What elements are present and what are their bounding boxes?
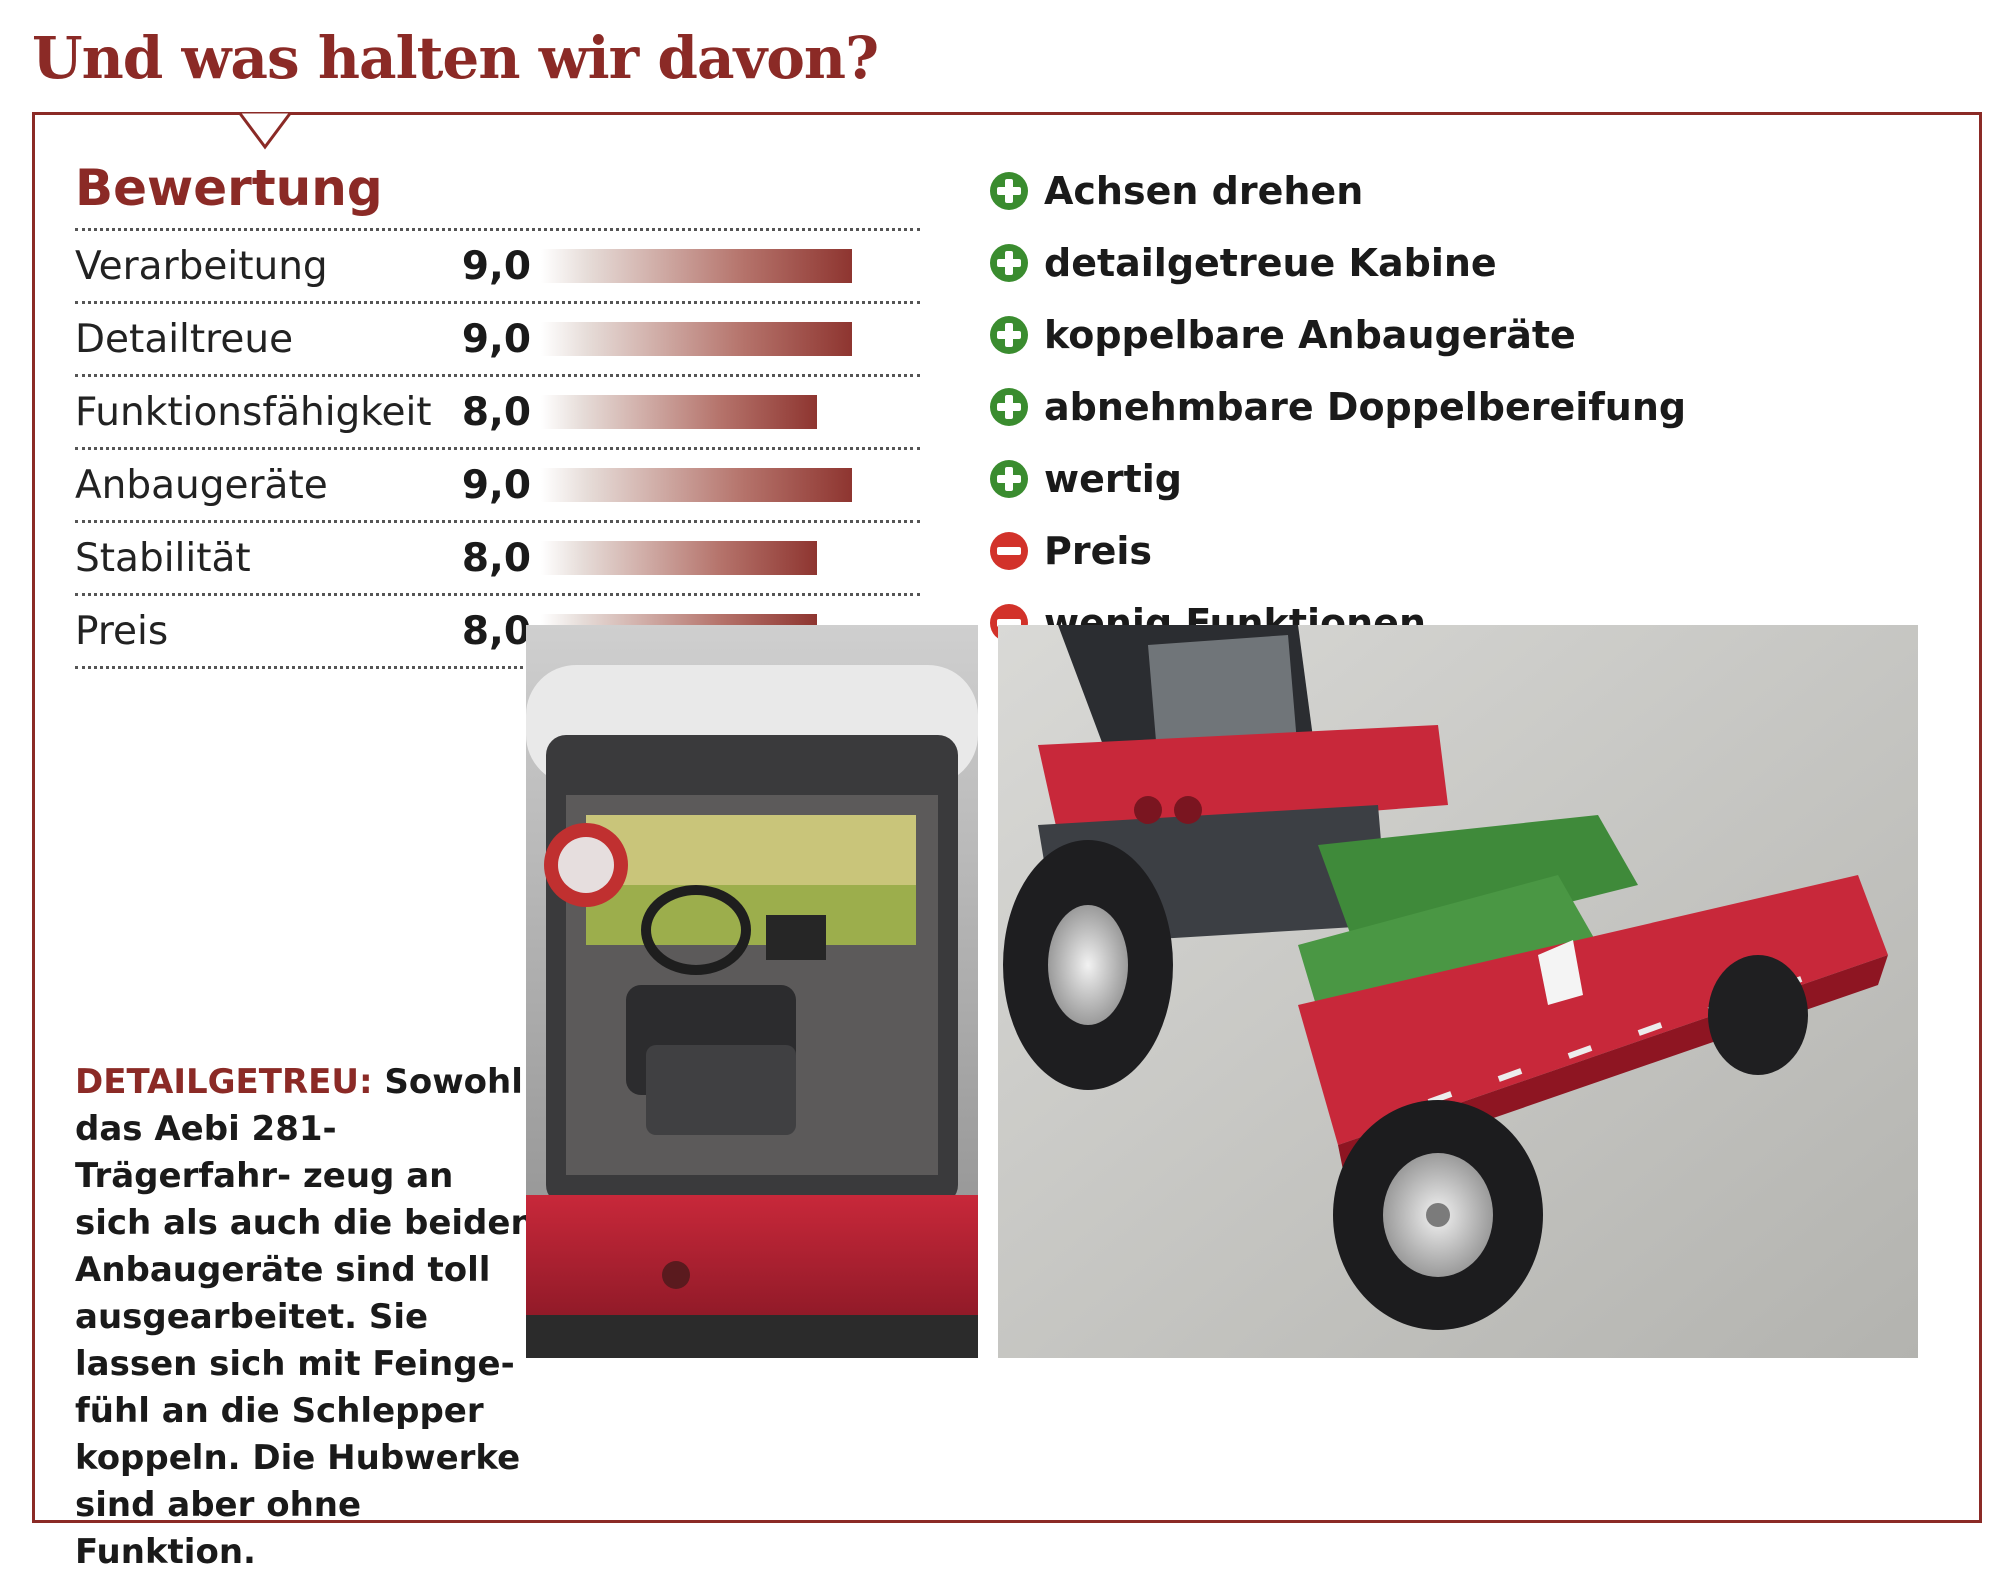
- plus-icon: [990, 388, 1028, 426]
- rating-value: 8,0: [461, 608, 531, 654]
- rating-label: Detailtreue: [75, 316, 294, 362]
- pro-item: Achsen drehen: [990, 155, 1686, 227]
- rating-bar-track: [541, 322, 886, 356]
- rating-title: Bewertung: [75, 159, 383, 217]
- rating-row: Anbaugeräte 9,0: [75, 450, 920, 523]
- plus-icon: [990, 172, 1028, 210]
- pro-item: koppelbare Anbaugeräte: [990, 299, 1686, 371]
- review-box: Bewertung Verarbeitung 9,0 Detailtreue 9…: [32, 112, 1982, 1572]
- caption-body: Sowohl das Aebi 281-Trägerfahr- zeug an …: [75, 1062, 535, 1572]
- rating-value: 8,0: [461, 389, 531, 435]
- con-item: Preis: [990, 515, 1686, 587]
- pro-text: Achsen drehen: [1044, 169, 1364, 213]
- minus-icon: [990, 532, 1028, 570]
- pro-item: abnehmbare Doppelbereifung: [990, 371, 1686, 443]
- rating-bar-track: [541, 395, 886, 429]
- rating-row: Verarbeitung 9,0: [75, 231, 920, 304]
- plus-icon: [990, 460, 1028, 498]
- headline: Und was halten wir davon?: [32, 24, 879, 92]
- plus-icon: [990, 316, 1028, 354]
- rating-bar-track: [541, 468, 886, 502]
- rating-bar: [541, 249, 852, 283]
- plus-icon: [990, 244, 1028, 282]
- rating-table: Verarbeitung 9,0 Detailtreue 9,0 Funktio…: [75, 228, 920, 669]
- pros-cons-list: Achsen drehen detailgetreue Kabine koppe…: [990, 155, 1686, 659]
- rating-label: Anbaugeräte: [75, 462, 328, 508]
- rating-label: Verarbeitung: [75, 243, 328, 289]
- pro-item: detailgetreue Kabine: [990, 227, 1686, 299]
- rating-value: 9,0: [461, 243, 531, 289]
- pro-text: koppelbare Anbaugeräte: [1044, 313, 1576, 357]
- rating-bar: [541, 541, 817, 575]
- rating-label: Funktionsfähigkeit: [75, 389, 432, 435]
- mower-photo: [998, 625, 1918, 1358]
- rating-bar-track: [541, 249, 886, 283]
- pro-text: abnehmbare Doppelbereifung: [1044, 385, 1687, 429]
- rating-label: Stabilität: [75, 535, 251, 581]
- rating-row: Stabilität 8,0: [75, 523, 920, 596]
- rating-bar-track: [541, 541, 886, 575]
- rating-value: 9,0: [461, 316, 531, 362]
- cabin-photo: [526, 625, 978, 1358]
- rating-row: Detailtreue 9,0: [75, 304, 920, 377]
- caption-lead: DETAILGETREU:: [75, 1062, 373, 1102]
- photo-caption: DETAILGETREU: Sowohl das Aebi 281-Träger…: [75, 1059, 535, 1576]
- rating-bar: [541, 322, 852, 356]
- rating-row: Funktionsfähigkeit 8,0: [75, 377, 920, 450]
- pro-item: wertig: [990, 443, 1686, 515]
- box-notch: [205, 112, 325, 150]
- rating-value: 8,0: [461, 535, 531, 581]
- rating-label: Preis: [75, 608, 169, 654]
- con-text: Preis: [1044, 529, 1153, 573]
- rating-bar: [541, 468, 852, 502]
- rating-bar: [541, 395, 817, 429]
- pro-text: detailgetreue Kabine: [1044, 241, 1497, 285]
- pro-text: wertig: [1044, 457, 1183, 501]
- rating-value: 9,0: [461, 462, 531, 508]
